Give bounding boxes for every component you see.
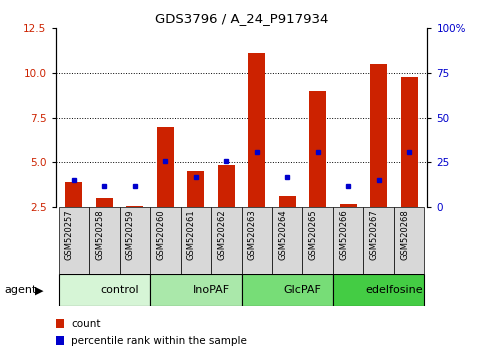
Bar bbox=[309, 91, 326, 207]
Text: GlcPAF: GlcPAF bbox=[284, 285, 321, 295]
Text: GSM520259: GSM520259 bbox=[126, 209, 135, 259]
Text: GSM520260: GSM520260 bbox=[156, 209, 165, 260]
Bar bbox=[150, 274, 242, 306]
Text: GSM520263: GSM520263 bbox=[248, 209, 257, 260]
Text: count: count bbox=[71, 319, 101, 329]
Bar bbox=[363, 207, 394, 274]
Bar bbox=[187, 171, 204, 207]
Bar bbox=[333, 207, 363, 274]
Bar bbox=[401, 76, 417, 207]
Text: ▶: ▶ bbox=[35, 285, 44, 295]
Text: GSM520265: GSM520265 bbox=[309, 209, 318, 260]
Text: agent: agent bbox=[5, 285, 37, 295]
Bar bbox=[340, 204, 356, 207]
Text: GSM520268: GSM520268 bbox=[400, 209, 409, 260]
Text: GSM520267: GSM520267 bbox=[369, 209, 379, 260]
Bar bbox=[89, 207, 120, 274]
Text: edelfosine: edelfosine bbox=[365, 285, 423, 295]
Bar bbox=[211, 207, 242, 274]
Text: GSM520264: GSM520264 bbox=[278, 209, 287, 260]
Text: GDS3796 / A_24_P917934: GDS3796 / A_24_P917934 bbox=[155, 12, 328, 25]
Bar bbox=[66, 182, 82, 207]
Bar bbox=[242, 207, 272, 274]
Bar bbox=[58, 274, 150, 306]
Text: GSM520257: GSM520257 bbox=[65, 209, 74, 260]
Bar bbox=[58, 207, 89, 274]
Bar bbox=[96, 198, 113, 207]
Text: GSM520262: GSM520262 bbox=[217, 209, 226, 260]
Text: GSM520258: GSM520258 bbox=[95, 209, 104, 260]
Text: percentile rank within the sample: percentile rank within the sample bbox=[71, 336, 247, 346]
Bar bbox=[242, 274, 333, 306]
Bar bbox=[394, 207, 425, 274]
Bar bbox=[279, 196, 296, 207]
Text: GSM520261: GSM520261 bbox=[187, 209, 196, 260]
Bar bbox=[157, 127, 174, 207]
Bar bbox=[302, 207, 333, 274]
Bar bbox=[370, 64, 387, 207]
Text: InoPAF: InoPAF bbox=[192, 285, 229, 295]
Bar bbox=[248, 53, 265, 207]
Text: GSM520266: GSM520266 bbox=[339, 209, 348, 260]
Bar bbox=[120, 207, 150, 274]
Bar bbox=[127, 206, 143, 207]
Bar bbox=[218, 165, 235, 207]
Bar bbox=[181, 207, 211, 274]
Text: control: control bbox=[100, 285, 139, 295]
Bar bbox=[333, 274, 425, 306]
Bar bbox=[272, 207, 302, 274]
Bar bbox=[150, 207, 181, 274]
